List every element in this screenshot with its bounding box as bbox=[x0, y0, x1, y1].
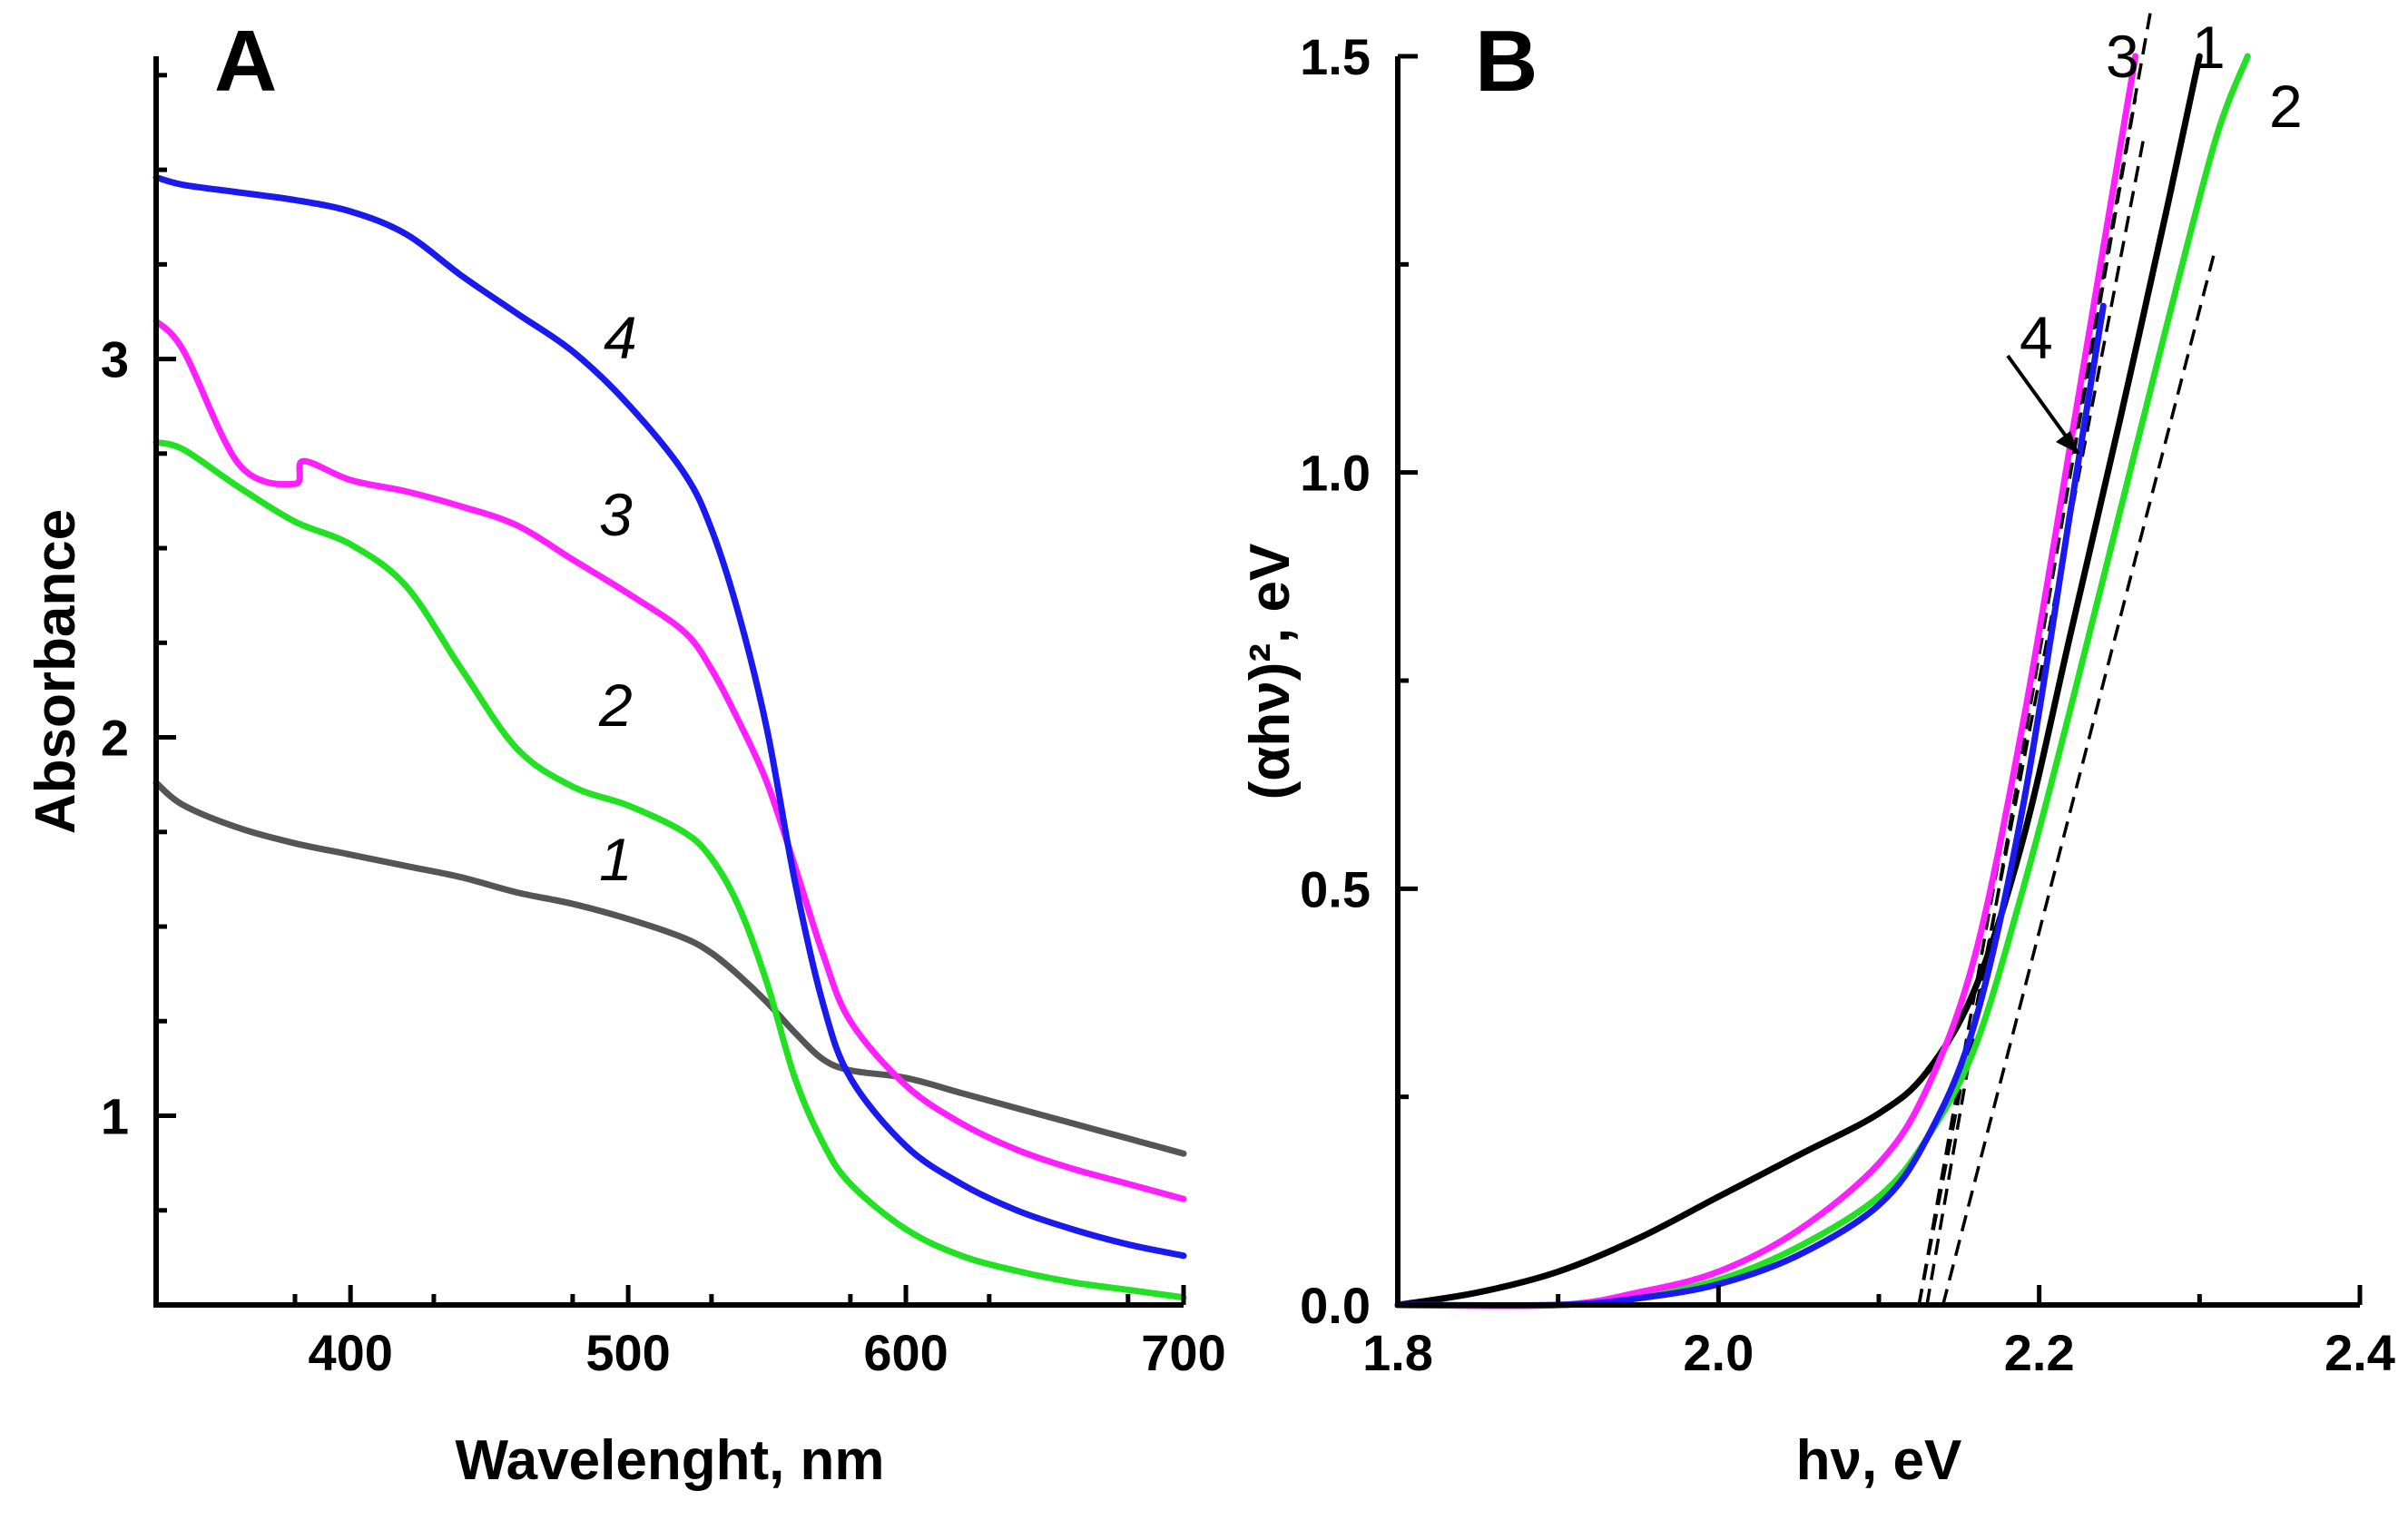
panel-b-y-ticks: 0.0 0.5 1.0 1.5 bbox=[1300, 28, 1418, 1334]
y-tick-label: 0.0 bbox=[1300, 1277, 1371, 1334]
curve-4 bbox=[152, 173, 1187, 1260]
x-tick-label: 500 bbox=[585, 1324, 670, 1381]
x-tick-label: 1.8 bbox=[1362, 1324, 1433, 1381]
x-tick-label: 2.2 bbox=[2004, 1324, 2075, 1381]
curve-label-1: 1 bbox=[599, 826, 633, 893]
y-tick-label: 2 bbox=[101, 710, 129, 767]
panel-a-x-ticks: 400 500 600 700 bbox=[153, 1285, 1226, 1381]
panel-a-letter: A bbox=[214, 13, 277, 110]
fit-line-1 bbox=[1917, 139, 2146, 1306]
curve-4-arrowhead bbox=[2056, 431, 2079, 454]
panel-a-y-ticks: 1 2 3 bbox=[101, 73, 176, 1308]
curve-label-2: 2 bbox=[2269, 73, 2303, 140]
x-tick-label: 400 bbox=[308, 1324, 392, 1381]
panel-b-curve-labels: 12 3 4 bbox=[2020, 14, 2303, 371]
panel-b-x-ticks: 1.8 2.0 2.2 2.4 bbox=[1362, 1285, 2395, 1381]
curve-2 bbox=[152, 438, 1187, 1301]
y-tick-label: 1 bbox=[101, 1088, 129, 1145]
panel-a-curve-labels: 1 2 3 4 bbox=[598, 304, 637, 893]
panel-b-x-axis-title: hν, eV bbox=[1796, 1429, 1962, 1492]
x-tick-label: 2.4 bbox=[2324, 1324, 2395, 1381]
panel-a-y-axis-title: Absorbance bbox=[25, 509, 87, 834]
panel-b-y-axis-title: (αhν)², eV bbox=[1239, 544, 1302, 800]
panel-b-letter: B bbox=[1475, 13, 1538, 110]
curve-3 bbox=[152, 318, 1187, 1202]
curve-label-4: 4 bbox=[2020, 304, 2053, 371]
curve-label-1: 1 bbox=[2192, 14, 2226, 81]
fit-line-4 bbox=[1925, 97, 2138, 1306]
panel-b-axes bbox=[1395, 56, 2360, 1308]
curve-1 bbox=[1394, 53, 2203, 1309]
x-tick-label: 2.0 bbox=[1683, 1324, 1754, 1381]
panel-a-axes bbox=[153, 56, 1184, 1308]
curve-label-3: 3 bbox=[2106, 23, 2139, 90]
curve-label-2: 2 bbox=[598, 672, 633, 739]
panel-a: A 400 500 600 700 1 2 3 1 2 3 4 Wavelenght, nm A… bbox=[25, 13, 1226, 1492]
y-tick-label: 3 bbox=[101, 331, 129, 388]
y-tick-label: 0.5 bbox=[1300, 860, 1371, 917]
curve-4 bbox=[1394, 302, 2107, 1309]
curve-label-4: 4 bbox=[604, 304, 637, 371]
x-tick-label: 700 bbox=[1141, 1324, 1225, 1381]
curve-label-3: 3 bbox=[599, 481, 633, 548]
curve-2 bbox=[1394, 53, 2251, 1309]
panel-b-curves bbox=[1394, 53, 2251, 1309]
panel-a-curves bbox=[152, 173, 1187, 1301]
panel-a-x-axis-title: Wavelenght, nm bbox=[455, 1429, 884, 1492]
y-tick-label: 1.0 bbox=[1300, 445, 1371, 502]
fit-line-2 bbox=[1941, 247, 2217, 1306]
y-tick-label: 1.5 bbox=[1300, 28, 1371, 85]
x-tick-label: 600 bbox=[863, 1324, 948, 1381]
curve-1 bbox=[152, 780, 1187, 1157]
curve-3 bbox=[1394, 53, 2139, 1309]
panel-b-fit-lines bbox=[1917, 5, 2217, 1306]
